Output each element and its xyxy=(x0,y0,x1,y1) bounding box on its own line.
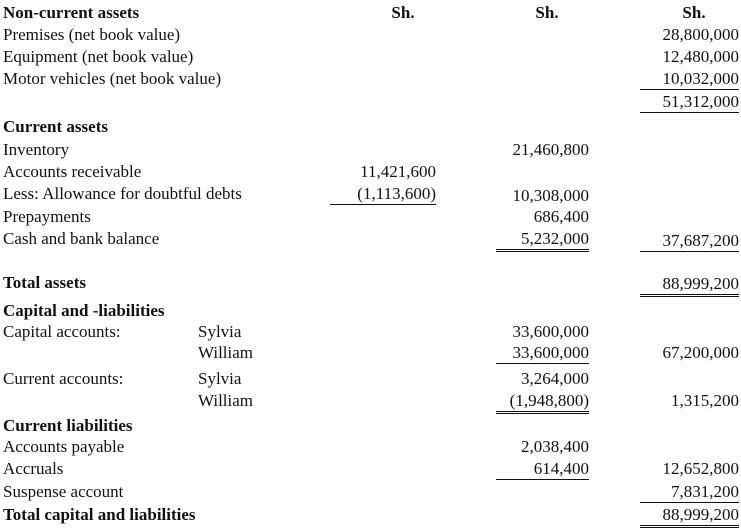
row-label: Prepayments xyxy=(3,207,91,226)
row-label: Less: Allowance for doubtful debts xyxy=(3,184,242,203)
amount: 1,315,200 xyxy=(671,391,739,410)
partner-name: Sylvia xyxy=(198,369,242,388)
column-heading: Sh. xyxy=(535,3,559,22)
amount: (1,113,600) xyxy=(330,184,436,205)
amount: (1,948,800) xyxy=(496,391,589,414)
column-heading: Sh. xyxy=(682,3,706,22)
amount: 7,831,200 xyxy=(640,482,739,503)
row-label: Motor vehicles (net book value) xyxy=(3,69,222,88)
row-label: Current liabilities xyxy=(3,416,133,435)
row-label: Total assets xyxy=(3,273,86,292)
row-label: Inventory xyxy=(3,140,70,159)
row-label: Equipment (net book value) xyxy=(3,47,194,66)
amount: 67,200,000 xyxy=(662,343,740,362)
amount: 88,999,200 xyxy=(640,274,739,297)
section-heading: Non-current assets xyxy=(3,3,140,22)
amount: 3,264,000 xyxy=(521,369,589,388)
amount: 10,032,000 xyxy=(640,69,739,90)
amount: 10,308,000 xyxy=(512,186,590,205)
amount: 12,480,000 xyxy=(662,47,740,66)
row-label: Capital and -liabilities xyxy=(3,301,165,320)
row-label: Current accounts: xyxy=(3,369,124,388)
amount: 37,687,200 xyxy=(640,231,739,252)
row-label: Accounts payable xyxy=(3,437,125,456)
amount: 21,460,800 xyxy=(512,140,590,159)
row-label: Total capital and liabilities xyxy=(3,505,196,524)
partner-name: William xyxy=(198,343,254,362)
row-label: Accounts receivable xyxy=(3,162,142,181)
amount: 33,600,000 xyxy=(512,322,590,341)
amount: 614,400 xyxy=(496,459,589,480)
partner-name: William xyxy=(198,391,254,410)
amount: 51,312,000 xyxy=(640,92,739,113)
row-label: Current assets xyxy=(3,117,108,136)
row-label: Premises (net book value) xyxy=(3,25,181,44)
row-label: Capital accounts: xyxy=(3,322,121,341)
amount: 686,400 xyxy=(533,207,589,226)
amount: 33,600,000 xyxy=(496,343,589,364)
row-label: Suspense account xyxy=(3,482,124,501)
amount: 2,038,400 xyxy=(521,437,589,456)
amount: 11,421,600 xyxy=(360,162,436,181)
row-label: Accruals xyxy=(3,459,64,478)
partner-name: Sylvia xyxy=(198,322,242,341)
column-heading: Sh. xyxy=(391,3,415,22)
row-label: Cash and bank balance xyxy=(3,229,160,248)
amount: 28,800,000 xyxy=(662,25,740,44)
amount: 12,652,800 xyxy=(662,459,740,478)
amount: 88,999,200 xyxy=(640,505,739,528)
amount: 5,232,000 xyxy=(496,229,589,252)
